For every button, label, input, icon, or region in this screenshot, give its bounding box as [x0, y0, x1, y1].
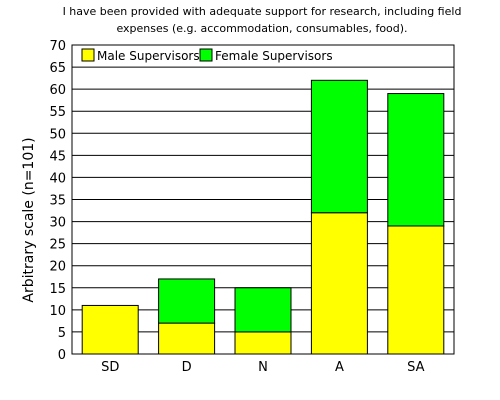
bar-SD-male [81, 304, 139, 355]
plot-frame [71, 44, 455, 355]
legend: Male Supervisors Female Supervisors [81, 48, 333, 63]
legend-swatch-male [81, 48, 95, 62]
x-tick-label-A: A [335, 360, 344, 375]
bar-N-female [234, 287, 292, 333]
bar-A-male [310, 212, 368, 355]
legend-label-female: Female Supervisors [215, 49, 333, 63]
y-tick-label: 45 [49, 149, 66, 164]
legend-label-male: Male Supervisors [97, 49, 200, 63]
y-tick-label: 65 [49, 61, 66, 76]
bar-D-male [158, 322, 216, 355]
bars [81, 79, 445, 355]
x-tick-label-SD: SD [101, 360, 119, 375]
chart-title-line-2: expenses (e.g. accommodation, consumable… [116, 22, 407, 35]
y-tick-label: 70 [49, 39, 66, 54]
x-tick-label-D: D [182, 360, 192, 375]
y-tick-label: 10 [49, 304, 66, 319]
bar-A-female [310, 79, 368, 214]
bar-SA-female [387, 93, 445, 227]
grid-lines [72, 44, 454, 355]
y-tick-label: 30 [49, 216, 66, 231]
x-tick-label-N: N [258, 360, 268, 375]
bar-N-male [234, 331, 292, 355]
y-tick-label: 40 [49, 171, 66, 186]
y-tick-label: 20 [49, 260, 66, 275]
y-tick-label: 25 [49, 238, 66, 253]
y-tick-label: 15 [49, 282, 66, 297]
y-tick-label: 0 [58, 348, 66, 363]
x-tick-label-SA: SA [407, 360, 424, 375]
legend-swatch-female [199, 48, 213, 62]
y-tick-labels: 0 5 10 15 20 25 30 35 40 45 50 55 60 65 70 [49, 39, 66, 363]
y-axis-label: Arbitrary scale (n=101) [21, 137, 37, 302]
y-tick-label: 5 [58, 326, 66, 341]
x-tick-labels: SD D N A SA [101, 360, 425, 375]
bar-SA-male [387, 225, 445, 355]
y-tick-label: 60 [49, 83, 66, 98]
axes [71, 44, 455, 355]
y-tick-label: 35 [49, 194, 66, 209]
chart-title-line-1: I have been provided with adequate suppo… [63, 5, 462, 18]
y-tick-label: 55 [49, 105, 66, 120]
bar-D-female [158, 278, 216, 324]
y-tick-label: 50 [49, 127, 66, 142]
